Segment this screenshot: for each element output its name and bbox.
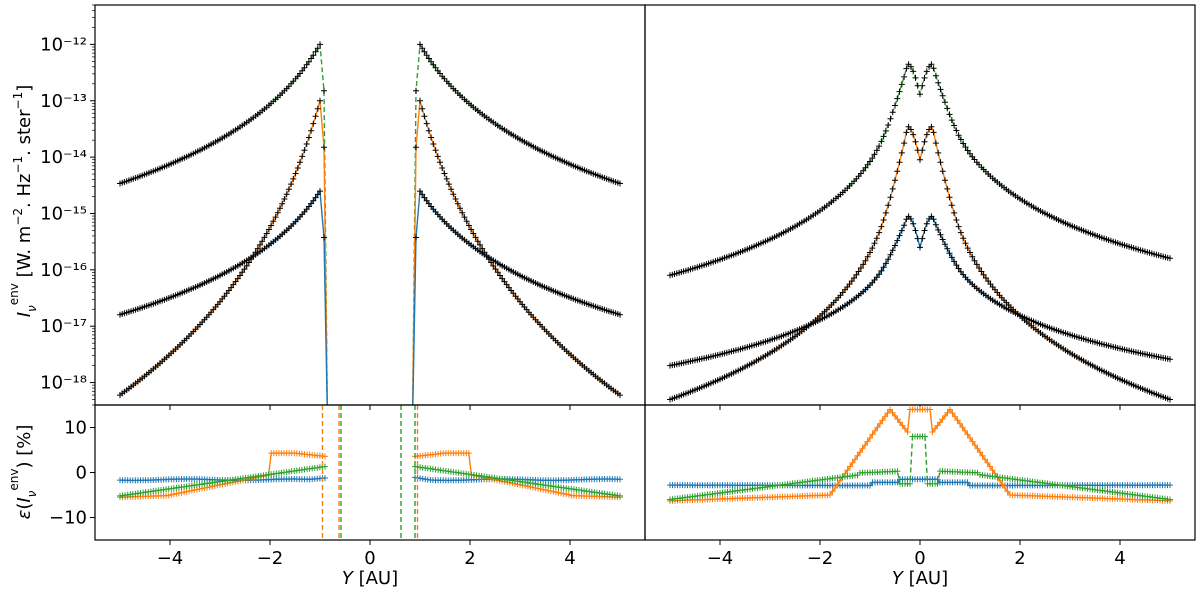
series-blue-left [117,188,328,405]
ylabel-intensity: Iνenv [W. m−2. Hz−1. ster−1] [7,85,39,318]
frame-bottom-left [94,404,646,541]
series-green-left-markers [117,41,327,187]
frame-top-right [644,4,1196,406]
series-green-left-line [119,42,329,405]
panel-error-right: −4 −2 0 2 4 [644,404,1196,569]
ylabel-error: ε(Iνenv) [%] [7,425,39,520]
y-tick-label: 0 [76,463,87,484]
series-orange-right-markers [413,97,623,399]
series-orange-line [669,125,1171,401]
panel-error-left: 10 0 −10 −4 −2 0 2 4 [49,404,646,569]
series-blue-left-markers [117,188,327,318]
xlabel-right: Y [AU] [892,568,948,589]
x-tick-label: 2 [1014,548,1025,569]
series-orange-left [117,97,328,405]
series-green-right-markers [413,41,623,187]
series-green-markers [667,61,1173,279]
y-tick-label: 10⁻¹⁴ [40,147,87,168]
series-green-error [667,433,1173,503]
y-tick-label: 10⁻¹² [40,34,87,55]
x-tick-label: −2 [807,548,834,569]
x-tick-label: 0 [364,548,375,569]
series-green-right [411,41,623,405]
y-tick-label: −10 [49,508,87,529]
series-orange [667,123,1173,403]
series-green-error-left [117,463,328,499]
series-green-right-line [411,42,621,405]
series-orange-left-markers [117,97,327,399]
x-tick-label: −4 [157,548,184,569]
y-tick-label: 10⁻¹⁶ [40,260,87,281]
series-blue-right-markers [413,188,623,318]
x-tick-label: 4 [564,548,575,569]
x-tick-label: −2 [257,548,284,569]
y-tick-label: 10 [64,418,87,439]
series-orange-right-line [412,100,621,405]
y-tick-label: 10⁻¹³ [40,91,87,112]
series-blue-right [412,188,623,405]
y-tick-label: 10⁻¹⁸ [40,373,87,394]
panel-intensity-left: 10⁻¹² 10⁻¹³ 10⁻¹⁴ 10⁻¹⁵ 10⁻¹⁶ 10⁻¹⁷ 10⁻¹⁸ [40,4,646,410]
series-green-error-right-markers [412,463,623,499]
series-orange-error [667,406,1173,504]
panel-intensity-right [644,4,1196,410]
series-green-error-right [412,463,623,499]
x-tick-label: 0 [914,548,925,569]
x-tick-label: −4 [707,548,734,569]
y-tick-label: 10⁻¹⁷ [40,316,87,337]
series-green-error-markers [667,433,1173,503]
series-green-error-left-markers [117,463,328,499]
x-tick-label: 4 [1114,548,1125,569]
series-blue-error [667,476,1173,489]
series-green [667,61,1173,279]
series-green-left [117,41,329,405]
x-tick-label: 2 [464,548,475,569]
series-orange-right [412,97,623,405]
frame-bottom-right [644,404,1196,541]
series-blue [667,213,1173,369]
series-blue-markers [667,213,1173,369]
y-tick-label: 10⁻¹⁵ [40,203,87,224]
series-orange-markers [667,123,1173,403]
series-blue-error-markers [667,476,1173,489]
series-orange-left-line [119,100,328,405]
xlabel-left: Y [AU] [342,568,398,589]
